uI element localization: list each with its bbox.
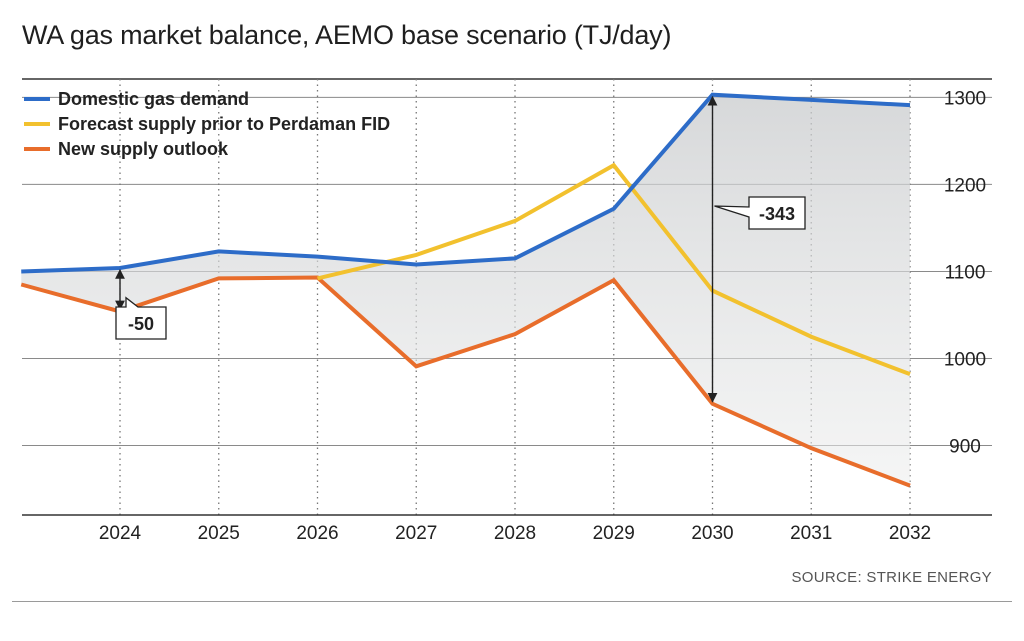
y-tick-label: 1100 (945, 262, 986, 283)
series-lines (20, 92, 911, 488)
x-tick-label: 2026 (296, 523, 338, 544)
x-tick-label: 2027 (395, 523, 437, 544)
x-tick-label: 2029 (593, 523, 635, 544)
x-tick-label: 2030 (691, 523, 733, 544)
legend-label: New supply outlook (58, 139, 229, 159)
annotation-label: -343 (759, 204, 795, 224)
x-tick-label: 2031 (790, 523, 832, 544)
legend-label: Domestic gas demand (58, 89, 249, 109)
series-line-forecast-supply-prior-to-perdaman-fid (317, 162, 911, 377)
x-tick-label: 2025 (198, 523, 240, 544)
series-line-domestic-gas-demand (21, 92, 911, 274)
annotation-callout (714, 196, 806, 230)
x-tick-label: 2024 (99, 523, 142, 544)
gap-fill (21, 94, 910, 486)
legend: Domestic gas demand Forecast supply prior… (24, 89, 390, 159)
shaded-gap-area (21, 94, 910, 486)
annotation-callout (115, 296, 167, 340)
y-tick-label: 1200 (944, 175, 986, 196)
axes: 900 1000 1100 1200 1300 2024 2025 2026 2027 2028 2… (22, 88, 992, 544)
x-tick-label: 2032 (889, 523, 931, 544)
legend-label: Forecast supply prior to Perdaman FID (58, 114, 390, 134)
chart-title: WA gas market balance, AEMO base scenari… (22, 20, 672, 50)
x-tick-label: 2028 (494, 523, 536, 544)
y-tick-label: 1300 (944, 88, 986, 109)
annotations: -50 -343 (115, 95, 806, 403)
y-tick-label: 1000 (944, 350, 986, 371)
y-tick-label: 900 (949, 437, 981, 458)
annotation-label: -50 (128, 314, 154, 334)
source-note: SOURCE: STRIKE ENERGY (791, 569, 992, 586)
series-line-new-supply-outlook (20, 275, 911, 488)
bottom-divider (12, 601, 1012, 602)
